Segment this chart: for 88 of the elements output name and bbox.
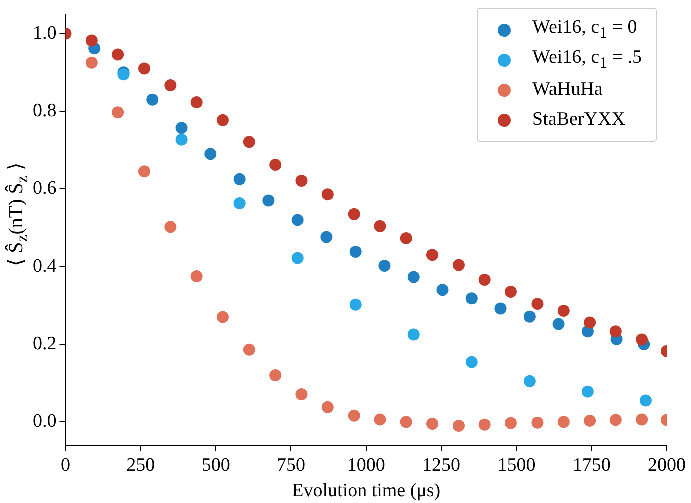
point (524, 375, 536, 388)
y-tick-label: 0.0 (33, 411, 57, 432)
point (243, 344, 256, 356)
point (426, 249, 439, 262)
point (466, 356, 478, 368)
point (348, 410, 360, 422)
point (552, 318, 565, 330)
point (374, 414, 386, 426)
point (610, 414, 622, 426)
point (426, 418, 439, 430)
point (234, 173, 246, 186)
point (216, 114, 229, 126)
x-tick-label: 750 (276, 454, 306, 476)
point (436, 284, 449, 296)
point (350, 298, 362, 311)
point (452, 259, 465, 272)
point (636, 414, 648, 426)
point (504, 417, 517, 430)
point (378, 260, 391, 272)
point (216, 311, 229, 324)
point (610, 326, 622, 338)
point (532, 416, 544, 429)
x-axis-title: Evolution time (μs) (292, 480, 441, 502)
point (296, 174, 308, 187)
y-tick-label: 1.0 (33, 22, 57, 44)
point (292, 214, 304, 226)
point (400, 232, 412, 244)
point (636, 334, 648, 346)
x-tick-label: 1750 (572, 454, 611, 476)
point (164, 221, 177, 234)
point (452, 420, 465, 432)
point (190, 270, 203, 282)
legend-label: StaBerYXX (532, 109, 626, 131)
point (204, 148, 217, 160)
x-tick-label: 0 (61, 454, 70, 476)
point (400, 416, 412, 428)
point (176, 134, 188, 146)
point (243, 136, 256, 148)
point (320, 231, 333, 244)
y-tick-label: 0.8 (33, 100, 57, 122)
point (504, 286, 517, 298)
point (270, 370, 282, 382)
y-tick-label: 0.6 (33, 178, 57, 200)
point (478, 274, 491, 286)
point (348, 208, 360, 220)
point (532, 298, 544, 310)
point (558, 305, 570, 318)
point (582, 386, 594, 398)
x-tick-label: 1250 (422, 454, 461, 476)
point (270, 159, 282, 172)
point (138, 166, 151, 178)
x-tick-label: 2000 (648, 454, 686, 476)
point (374, 220, 386, 232)
x-tick-label: 250 (126, 454, 156, 476)
point (176, 122, 188, 134)
legend-label: Wei16, c$_{1}$ = 0 (532, 17, 638, 43)
point (466, 292, 478, 305)
y-tick-label: 0.4 (33, 256, 58, 277)
legend-label: WaHuHa (532, 79, 603, 101)
point (322, 188, 334, 201)
point (296, 388, 308, 401)
point (234, 197, 246, 210)
point (640, 394, 652, 407)
point (86, 56, 98, 69)
point (292, 252, 304, 264)
point (146, 94, 159, 106)
point (164, 79, 177, 92)
point (138, 62, 151, 75)
legend-label: Wei16, c$_{1}$ = .5 (532, 47, 642, 73)
point (86, 34, 98, 47)
point (408, 271, 420, 284)
x-tick-label: 1500 (498, 454, 536, 476)
x-tick-label: 500 (202, 454, 230, 476)
x-tick-label: 1000 (347, 454, 386, 476)
point (408, 328, 420, 341)
point (494, 302, 507, 315)
point (524, 310, 536, 323)
point (262, 194, 275, 207)
point (322, 401, 334, 414)
point (112, 48, 124, 61)
point (350, 246, 362, 258)
point (558, 416, 570, 428)
point (478, 418, 491, 431)
point (190, 96, 203, 109)
point (584, 414, 596, 427)
point (112, 106, 124, 119)
y-tick-label: 0.2 (33, 333, 57, 354)
point (584, 316, 596, 329)
